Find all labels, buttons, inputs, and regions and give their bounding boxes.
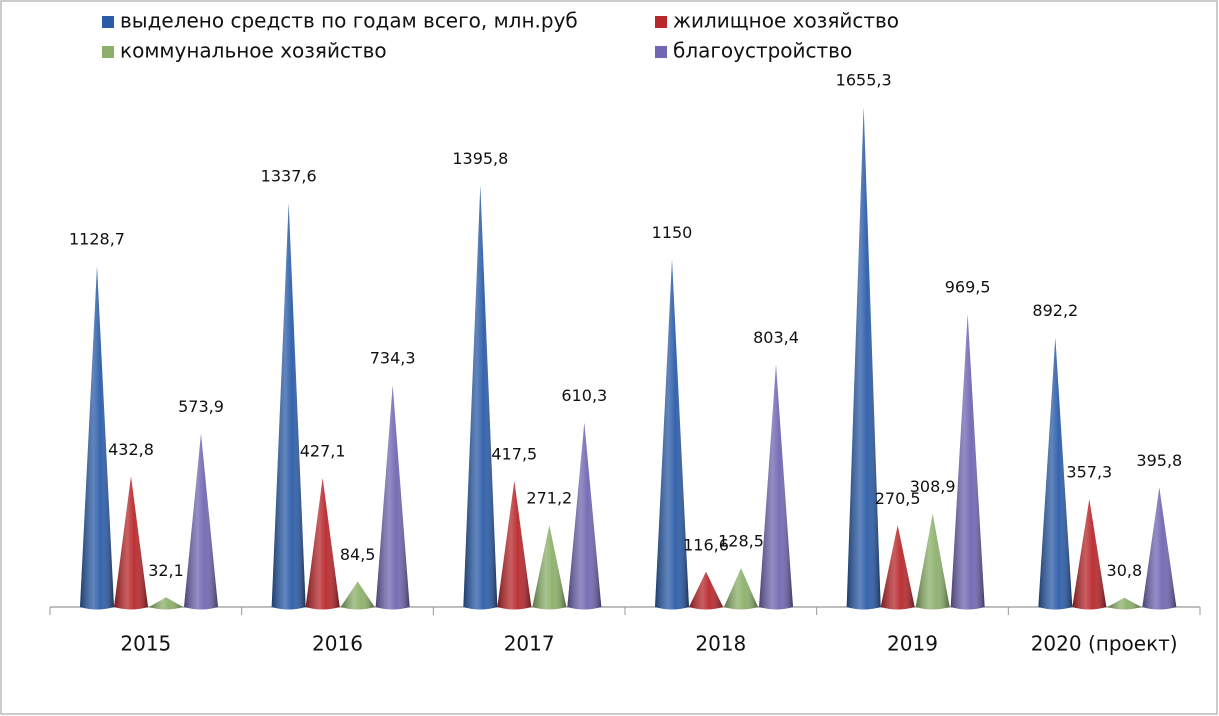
- value-label: 1655,3: [836, 71, 892, 90]
- cone-shade: [880, 525, 915, 610]
- cone-shade: [114, 476, 148, 610]
- cone-shade: [950, 314, 985, 610]
- cone-shade: [689, 571, 723, 610]
- value-label: 969,5: [945, 278, 991, 297]
- value-label: 116,6: [683, 535, 729, 554]
- cone-shade: [846, 107, 881, 610]
- x-tick-label: 2015: [120, 632, 171, 656]
- legend-label: коммунальное хозяйство: [120, 39, 387, 63]
- x-tick-label: 2017: [504, 632, 555, 656]
- legend-label: выделено средств по годам всего, млн.руб: [120, 9, 578, 33]
- value-label: 573,9: [178, 397, 224, 416]
- cone-shade: [184, 433, 218, 610]
- cone-shade: [149, 597, 183, 610]
- legend-label: благоустройство: [673, 39, 852, 63]
- value-label: 803,4: [753, 328, 799, 347]
- legend-swatch: [655, 16, 667, 28]
- cone-shade: [497, 480, 532, 610]
- value-label: 734,3: [370, 349, 416, 368]
- x-tick-label: 2020 (проект): [1031, 632, 1178, 656]
- value-label: 427,1: [300, 441, 346, 460]
- value-label: 30,8: [1107, 561, 1143, 580]
- value-label: 270,5: [875, 489, 921, 508]
- cone-shade: [1038, 337, 1073, 610]
- value-label: 417,5: [491, 444, 537, 463]
- cone-shade: [80, 266, 114, 610]
- cone-shade: [271, 202, 306, 610]
- legend-swatch: [655, 46, 667, 58]
- cone-shade: [567, 422, 602, 610]
- value-label: 1150: [652, 223, 693, 242]
- cone-shade: [305, 477, 340, 610]
- value-label: 84,5: [340, 545, 376, 564]
- value-label: 32,1: [148, 561, 184, 580]
- legend-swatch: [102, 16, 114, 28]
- value-label: 610,3: [561, 386, 607, 405]
- value-label: 432,8: [108, 440, 154, 459]
- value-label: 892,2: [1032, 301, 1078, 320]
- value-label: 1395,8: [452, 149, 508, 168]
- cone-shade: [375, 385, 410, 610]
- cone-shade: [1072, 499, 1107, 610]
- x-tick-label: 2018: [695, 632, 746, 656]
- x-tick-label: 2016: [312, 632, 363, 656]
- x-tick-label: 2019: [887, 632, 938, 656]
- cone-shade: [1107, 597, 1142, 610]
- value-label: 395,8: [1136, 451, 1182, 470]
- value-label: 357,3: [1066, 463, 1112, 482]
- value-label: 308,9: [910, 477, 956, 496]
- cone-shade: [724, 568, 758, 610]
- cone-shade: [915, 513, 950, 610]
- cone-shade: [463, 185, 498, 610]
- cone-shade: [532, 525, 567, 610]
- value-label: 271,2: [526, 489, 572, 508]
- value-label: 1128,7: [69, 230, 125, 249]
- value-label: 128,5: [718, 532, 764, 551]
- legend-label: жилищное хозяйство: [673, 9, 899, 33]
- cone-shade: [759, 364, 793, 610]
- cone-shade: [655, 259, 689, 610]
- legend-swatch: [102, 46, 114, 58]
- cone-shade: [340, 581, 375, 610]
- cone-shade: [1142, 487, 1177, 610]
- value-label: 1337,6: [261, 166, 317, 185]
